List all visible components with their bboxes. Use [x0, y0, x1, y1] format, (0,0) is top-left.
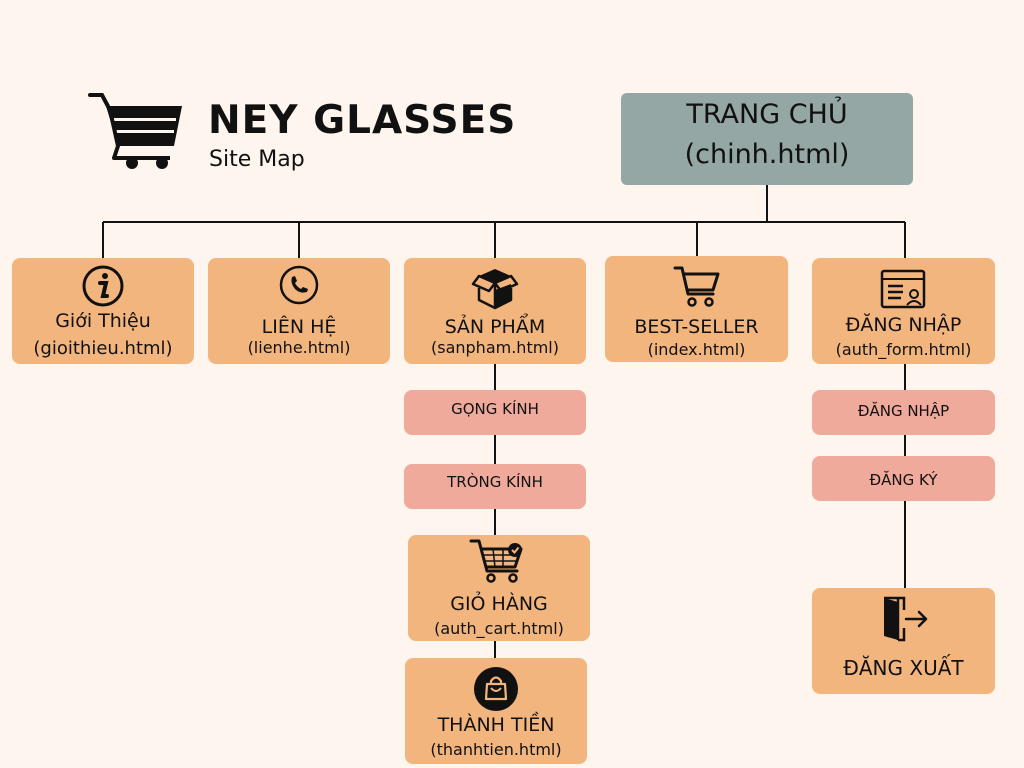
node-gong-kinh[interactable]: GỌNG KÍNH	[404, 390, 586, 435]
node-title: SẢN PHẨM	[444, 316, 546, 338]
node-title: ĐĂNG XUẤT	[843, 656, 964, 680]
node-title: ĐĂNG NHẬP	[845, 314, 962, 336]
node-trang-chu[interactable]: TRANG CHỦ (chinh.html)	[621, 93, 913, 185]
cart-icon	[673, 266, 719, 307]
node-trong-kinh[interactable]: TRÒNG KÍNH	[404, 464, 586, 509]
node-file: (auth_form.html)	[835, 340, 972, 359]
login-form-icon	[880, 269, 925, 309]
node-title: THÀNH TIỀN	[437, 714, 555, 736]
shopping-bag-icon	[474, 667, 518, 711]
node-title: GỌNG KÍNH	[451, 400, 539, 418]
brand-subtitle: Site Map	[209, 147, 305, 172]
node-file: (lienhe.html)	[247, 338, 351, 357]
node-title: ĐĂNG NHẬP	[857, 402, 950, 420]
node-thanh-tien[interactable]: THÀNH TIỀN (thanhtien.html)	[405, 658, 587, 764]
node-file: (thanhtien.html)	[430, 740, 562, 759]
node-title: ĐĂNG KÝ	[869, 471, 938, 489]
node-title: TRANG CHỦ	[686, 99, 848, 130]
node-file: (sanpham.html)	[431, 338, 559, 357]
node-title: GIỎ HÀNG	[450, 593, 548, 615]
shopping-cart-logo-icon	[88, 93, 182, 169]
node-title: LIÊN HỆ	[261, 316, 337, 338]
box-icon	[471, 269, 519, 310]
node-lien-he[interactable]: LIÊN HỆ (lienhe.html)	[208, 258, 390, 364]
brand-title: NEY GLASSES	[208, 98, 517, 143]
node-file: (index.html)	[647, 340, 746, 359]
node-gioi-thieu[interactable]: Giới Thiệu (gioithieu.html)	[12, 258, 194, 364]
node-dang-nhap[interactable]: ĐĂNG NHẬP (auth_form.html)	[812, 258, 995, 364]
node-san-pham[interactable]: SẢN PHẨM (sanpham.html)	[404, 258, 586, 364]
node-file: (gioithieu.html)	[33, 338, 173, 359]
node-file: (auth_cart.html)	[434, 619, 564, 638]
node-dang-nhap-sub[interactable]: ĐĂNG NHẬP	[812, 390, 995, 435]
info-icon	[82, 265, 124, 307]
logout-icon	[883, 596, 927, 642]
node-file: (chinh.html)	[684, 139, 850, 170]
node-dang-ky[interactable]: ĐĂNG KÝ	[812, 456, 995, 501]
node-best-seller[interactable]: BEST-SELLER (index.html)	[605, 256, 788, 362]
cart-check-icon	[469, 539, 523, 583]
node-dang-xuat[interactable]: ĐĂNG XUẤT	[812, 588, 995, 694]
node-title: Giới Thiệu	[55, 310, 151, 332]
node-gio-hang[interactable]: GIỎ HÀNG (auth_cart.html)	[408, 535, 590, 641]
phone-icon	[279, 265, 319, 305]
brand-logo	[88, 90, 184, 172]
node-title: TRÒNG KÍNH	[447, 473, 543, 491]
node-title: BEST-SELLER	[634, 316, 759, 338]
